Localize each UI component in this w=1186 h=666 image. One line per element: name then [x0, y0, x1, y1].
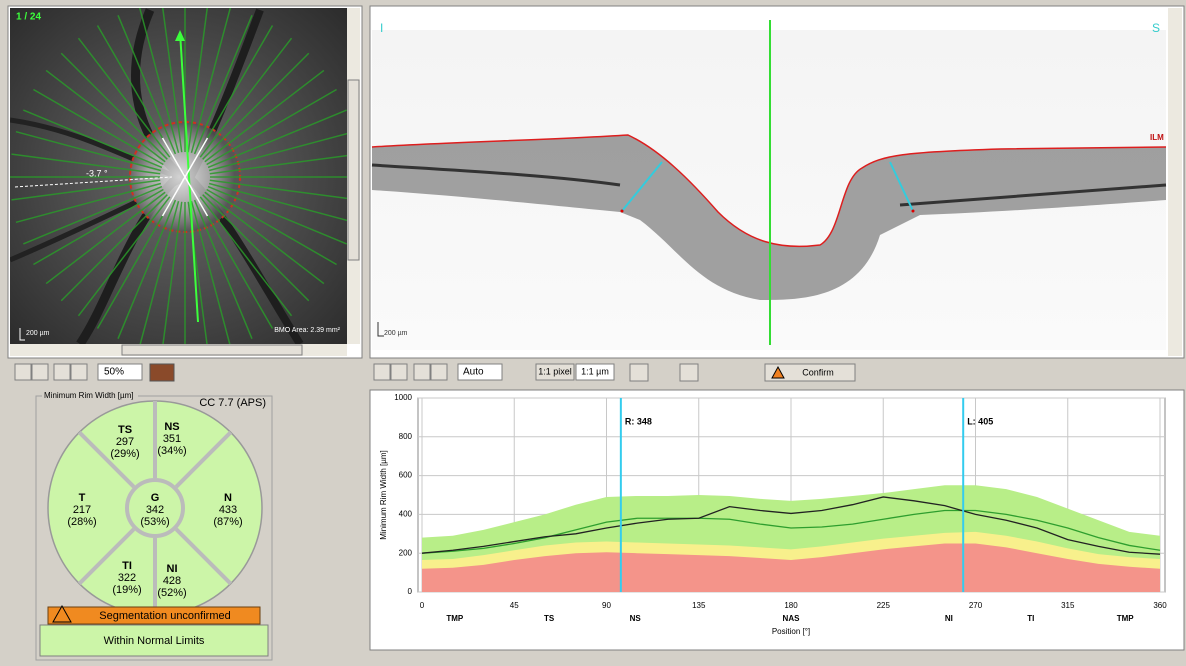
zoom-in-button[interactable] [54, 364, 70, 380]
sector-value: 342 [146, 504, 164, 516]
scroll-thumb[interactable] [122, 345, 302, 355]
x-tick-label: 225 [877, 601, 891, 610]
zoom-out-button[interactable] [431, 364, 447, 380]
sector-name: TS [118, 424, 132, 436]
sector-percent: (29%) [110, 448, 139, 460]
pan-button[interactable] [374, 364, 390, 380]
sector-label: TMP [1117, 614, 1135, 623]
zoom-button[interactable] [391, 364, 407, 380]
select-button[interactable] [680, 364, 698, 381]
angle-label: -3.7 ° [86, 168, 108, 178]
marker-label: R: 348 [625, 416, 652, 426]
sector-label: NI [945, 614, 953, 623]
mode-value: Auto [463, 367, 484, 378]
bscan-toolbar: Auto 1:1 pixel 1:1 µm Confirm [374, 364, 855, 381]
zoom-button[interactable] [32, 364, 48, 380]
bscan-left: I [380, 21, 383, 35]
fundus-toolbar: 50% [15, 364, 174, 381]
page: 1 / 24 -3.7 ° 200 µm BMO Area: 2.39 mm² … [0, 0, 1186, 666]
sector-name: NI [167, 563, 178, 575]
sector-value: 217 [73, 504, 91, 516]
sector-label: TS [544, 614, 555, 623]
y-tick-label: 600 [399, 471, 413, 480]
bscan-image [372, 20, 1166, 350]
sector-percent: (87%) [213, 516, 242, 528]
x-tick-label: 45 [510, 601, 519, 610]
scrollbar-v[interactable] [1168, 8, 1182, 356]
micron-label: 1:1 µm [581, 366, 609, 376]
scroll-thumb[interactable] [348, 80, 359, 260]
image-button[interactable] [150, 364, 174, 381]
sector-name: N [224, 492, 232, 504]
x-tick-label: 0 [420, 601, 425, 610]
marker-label: L: 405 [967, 416, 993, 426]
bmo-area: BMO Area: 2.39 mm² [274, 327, 340, 334]
y-axis-label: Minimum Rim Width [µm] [379, 450, 388, 540]
x-tick-label: 315 [1061, 601, 1075, 610]
zoom-value: 50% [104, 367, 124, 378]
x-axis-label: Position [°] [772, 627, 810, 636]
y-tick-label: 1000 [394, 393, 412, 402]
bscan-right: S [1152, 21, 1160, 35]
tool-button[interactable] [630, 364, 648, 381]
sector-label: TMP [446, 614, 464, 623]
sector-percent: (19%) [112, 584, 141, 596]
y-tick-label: 200 [399, 548, 413, 557]
sector-percent: (28%) [67, 516, 96, 528]
sector-label: NS [630, 614, 642, 623]
sector-value: 351 [163, 433, 181, 445]
layer-label: ILM [1150, 133, 1164, 142]
x-tick-label: 360 [1153, 601, 1167, 610]
sector-percent: (53%) [140, 516, 169, 528]
classification-text: Within Normal Limits [104, 635, 205, 647]
screen: 1 / 24 -3.7 ° 200 µm BMO Area: 2.39 mm² … [0, 0, 1186, 666]
sector-label: NAS [783, 614, 801, 623]
frame-counter: 1 / 24 [16, 12, 41, 23]
sector-value: 433 [219, 504, 237, 516]
sector-name: NS [164, 421, 179, 433]
bscan-scale: 200 µm [384, 330, 408, 337]
x-tick-label: 180 [784, 601, 798, 610]
y-tick-label: 400 [399, 510, 413, 519]
sector-value: 297 [116, 436, 134, 448]
sector-name: T [79, 492, 86, 504]
fundus-image [10, 2, 360, 352]
sector-percent: (34%) [157, 445, 186, 457]
x-tick-label: 90 [602, 601, 611, 610]
x-tick-label: 270 [969, 601, 983, 610]
group-title: Minimum Rim Width [µm] [44, 391, 134, 400]
y-tick-label: 800 [399, 432, 413, 441]
status-text: Segmentation unconfirmed [99, 610, 230, 622]
sector-name: TI [122, 560, 132, 572]
sector-percent: (52%) [157, 587, 186, 599]
zoom-out-button[interactable] [71, 364, 87, 380]
zoom-in-button[interactable] [414, 364, 430, 380]
x-tick-label: 135 [692, 601, 706, 610]
sector-name: G [151, 492, 160, 504]
sector-label: TI [1027, 614, 1034, 623]
pixel-label: 1:1 pixel [538, 366, 572, 376]
cc-label: CC 7.7 (APS) [199, 397, 266, 409]
y-tick-label: 0 [408, 587, 413, 596]
confirm-label: Confirm [802, 367, 834, 377]
sector-value: 428 [163, 575, 181, 587]
sector-value: 322 [118, 572, 136, 584]
fundus-scale: 200 µm [26, 330, 50, 337]
pan-button[interactable] [15, 364, 31, 380]
